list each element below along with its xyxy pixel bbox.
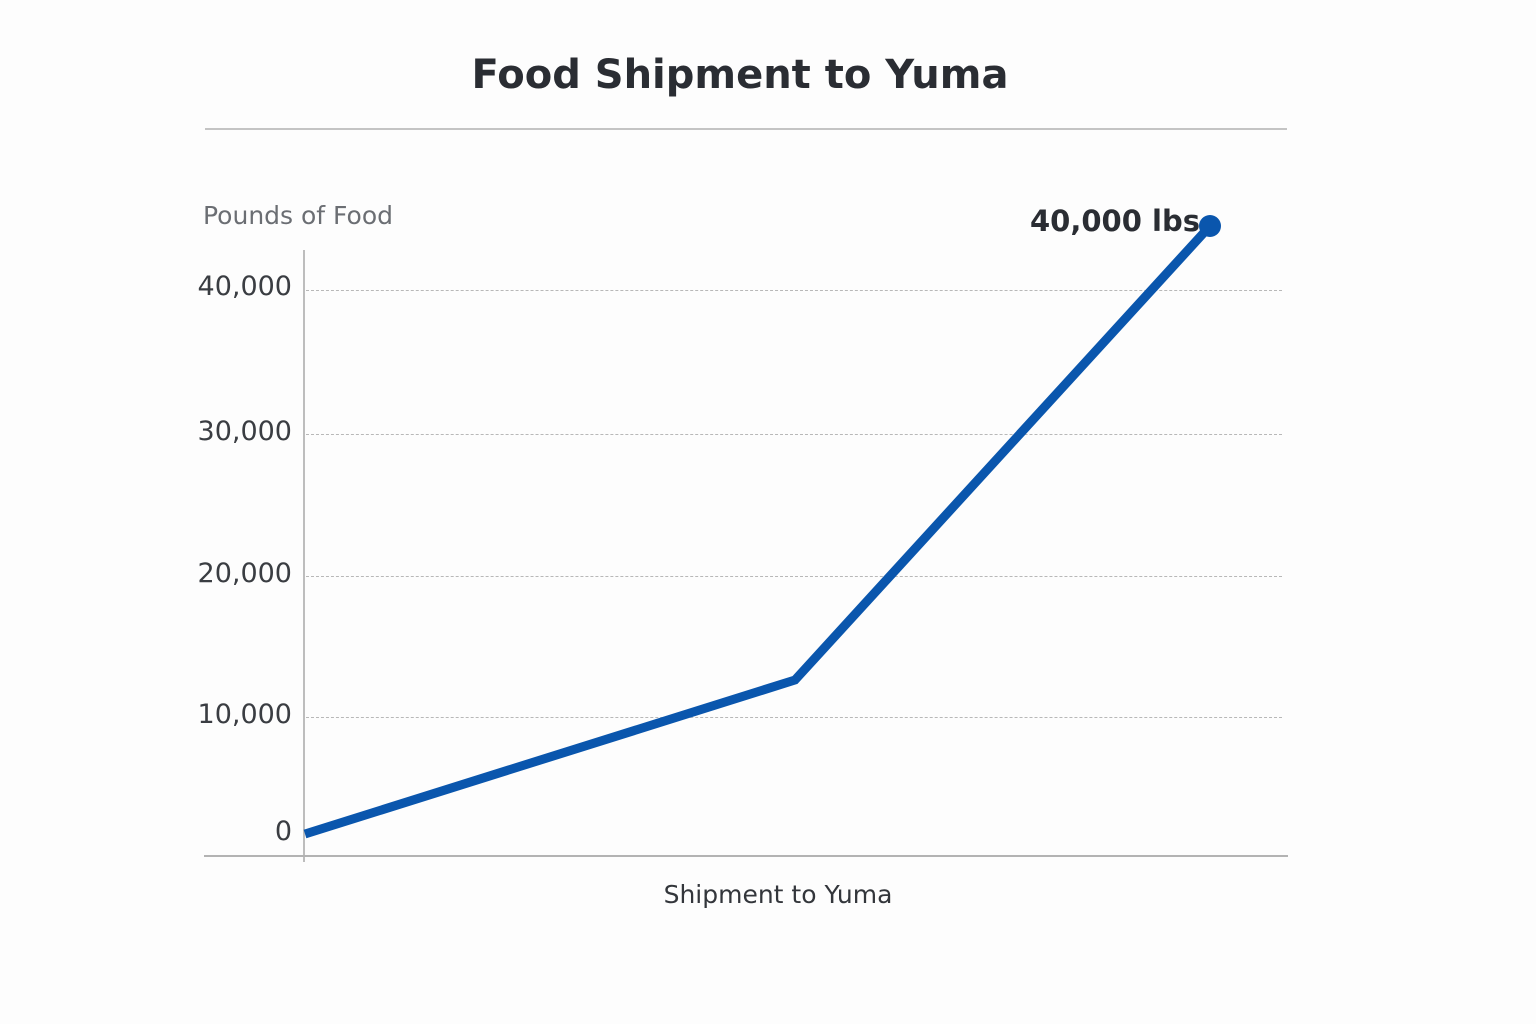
y-tick-label: 40,000 [197, 271, 292, 302]
chart-title: Food Shipment to Yuma [471, 52, 1009, 98]
end-value-annotation: 40,000 lbs [1030, 204, 1200, 238]
x-axis-line [204, 855, 1288, 857]
data-line [303, 222, 1214, 839]
title-divider [205, 128, 1287, 130]
y-tick-label: 10,000 [197, 699, 292, 730]
y-axis-line [303, 250, 305, 862]
gridline-10000 [306, 717, 1282, 718]
end-point-marker [1199, 215, 1221, 237]
y-tick-label: 0 [274, 816, 292, 847]
gridline-30000 [306, 434, 1282, 435]
x-axis-title: Shipment to Yuma [663, 880, 893, 909]
y-tick-label: 30,000 [197, 416, 292, 447]
y-tick-label: 20,000 [197, 558, 292, 589]
gridline-20000 [306, 576, 1282, 577]
gridline-40000 [306, 290, 1282, 291]
y-axis-title: Pounds of Food [203, 201, 394, 230]
